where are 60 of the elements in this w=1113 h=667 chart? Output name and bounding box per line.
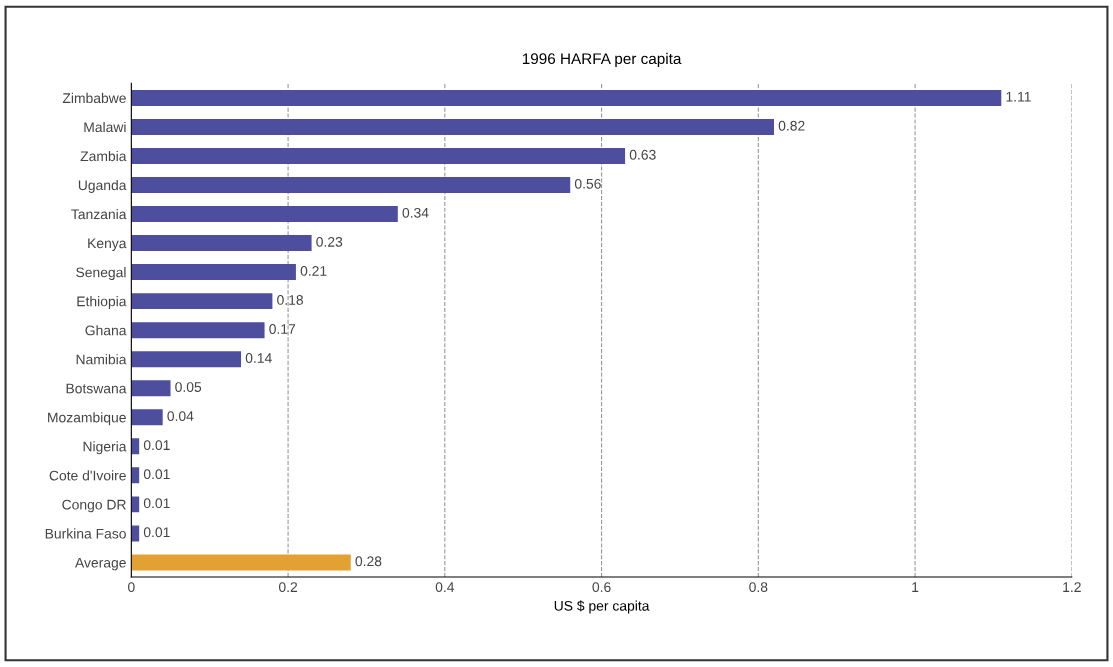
- y-tick-label: Congo DR: [62, 499, 126, 513]
- data-label: 0.01: [143, 498, 170, 509]
- bar: [131, 525, 140, 542]
- y-tick-label: Kenya: [88, 238, 127, 251]
- x-tick-label: 1.2: [1063, 582, 1081, 592]
- data-label: 1.11: [1006, 91, 1031, 102]
- y-tick-label: Zambia: [80, 150, 127, 162]
- data-label: 0.28: [355, 556, 382, 567]
- bar: [131, 147, 626, 164]
- y-tick-label: Botswana: [66, 383, 127, 394]
- bar: [131, 438, 140, 455]
- bar: [131, 293, 273, 310]
- x-tick-label: 0.2: [278, 582, 298, 593]
- data-label: 0.01: [143, 527, 170, 538]
- data-label: 0.23: [316, 236, 343, 247]
- x-tick-label: 0.6: [592, 582, 611, 593]
- y-tick-label: Ethiopia: [77, 296, 127, 310]
- bar: [131, 235, 312, 252]
- data-label: 0.04: [167, 411, 194, 421]
- data-label: 0.01: [143, 469, 170, 480]
- y-tick-label: Malawi: [84, 121, 126, 133]
- data-label: 0.17: [269, 324, 296, 334]
- bar: [131, 554, 351, 571]
- x-tick-label: 0.8: [749, 582, 768, 593]
- data-label: 0.63: [629, 149, 656, 160]
- data-label: 0.14: [245, 353, 272, 363]
- y-tick-label: Uganda: [78, 179, 127, 193]
- bar: [131, 89, 1002, 106]
- data-label: 0.05: [175, 382, 202, 392]
- y-tick-label: Cote d'Ivoire: [49, 470, 126, 481]
- data-label: 0.21: [300, 265, 327, 276]
- y-tick-label: Mozambique: [48, 412, 126, 426]
- x-tick-label: 0.4: [435, 582, 455, 593]
- bar: [131, 467, 140, 484]
- data-label: 0.82: [778, 120, 805, 131]
- bar: [131, 380, 171, 397]
- bar: [131, 177, 571, 193]
- bar: [131, 322, 265, 339]
- y-tick-label: Tanzania: [71, 209, 127, 220]
- y-tick-label: Namibia: [76, 354, 127, 365]
- x-axis-title: US $ per capita: [554, 600, 650, 614]
- chart-title: 1996 HARFA per capita: [522, 52, 682, 68]
- x-tick-label: 0: [128, 582, 135, 593]
- bar: [131, 496, 140, 513]
- y-tick-label: Average: [75, 557, 126, 571]
- data-label: 0.01: [143, 440, 170, 451]
- bar: [131, 118, 774, 135]
- data-label: 0.18: [277, 295, 303, 305]
- x-tick-label: 1: [912, 582, 919, 592]
- data-label: 0.56: [574, 178, 601, 189]
- y-tick-label: Senegal: [76, 267, 126, 281]
- y-tick-label: Zimbabwe: [62, 92, 126, 104]
- y-tick-label: Burkina Faso: [45, 528, 126, 539]
- bar: [131, 351, 242, 368]
- y-tick-label: Nigeria: [83, 441, 127, 455]
- bar: [131, 409, 163, 426]
- y-tick-label: Ghana: [85, 325, 127, 336]
- bar: [131, 206, 398, 223]
- bar: [131, 264, 296, 281]
- data-label: 0.34: [402, 207, 429, 218]
